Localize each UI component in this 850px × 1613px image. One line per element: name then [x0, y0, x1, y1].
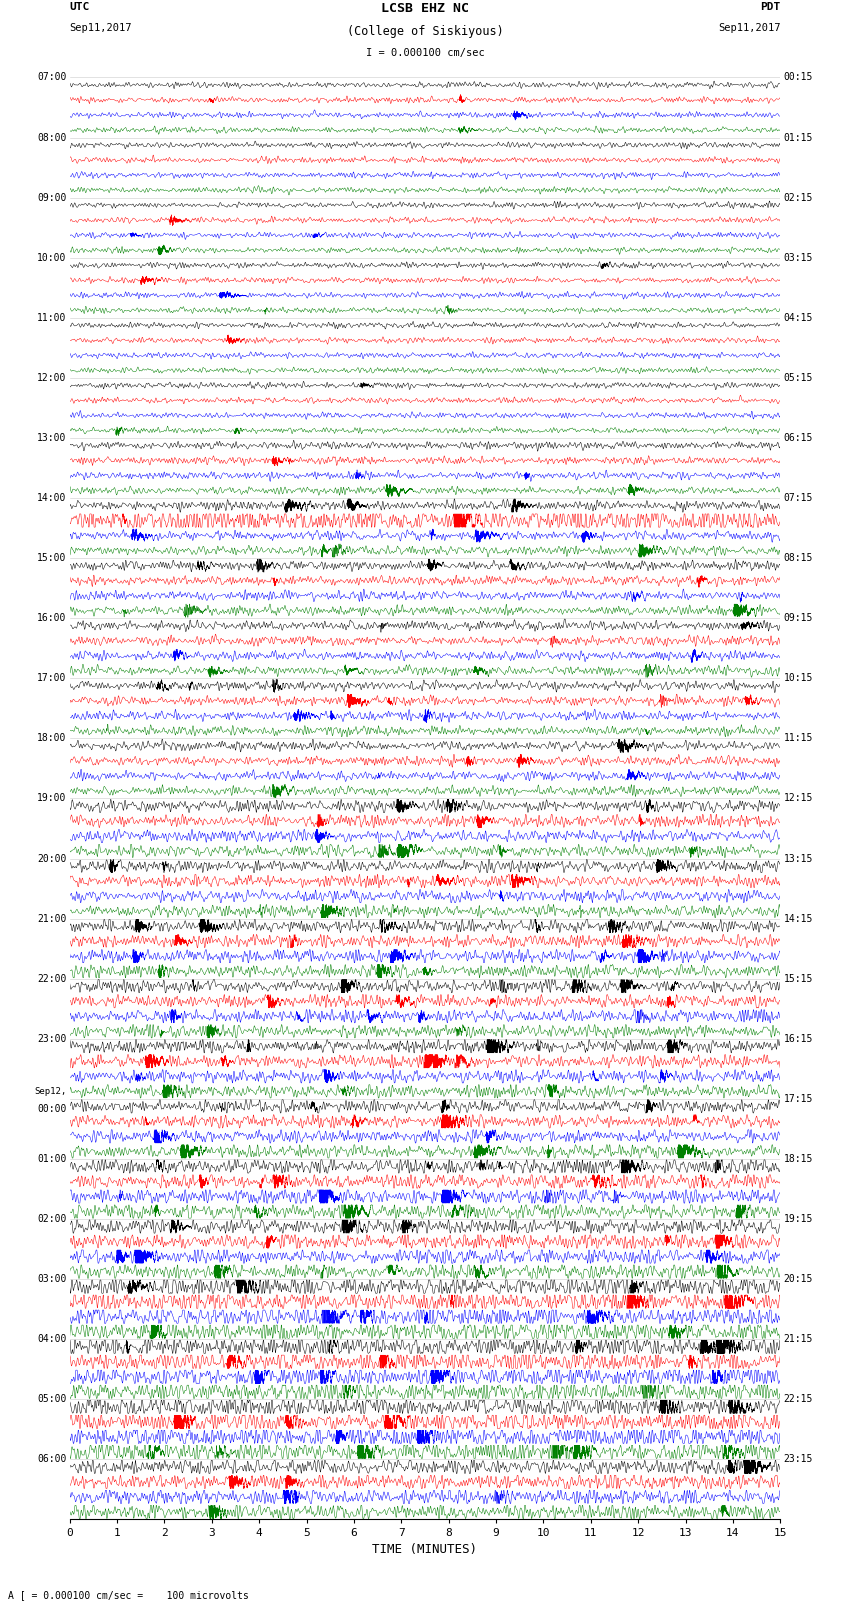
Text: 20:00: 20:00	[37, 853, 66, 863]
Text: I = 0.000100 cm/sec: I = 0.000100 cm/sec	[366, 47, 484, 58]
Text: 18:15: 18:15	[784, 1153, 813, 1165]
Text: 08:00: 08:00	[37, 132, 66, 142]
Text: 12:00: 12:00	[37, 373, 66, 382]
Text: 00:15: 00:15	[784, 73, 813, 82]
Text: 15:15: 15:15	[784, 974, 813, 984]
Text: 19:00: 19:00	[37, 794, 66, 803]
Text: 03:15: 03:15	[784, 253, 813, 263]
Text: 07:15: 07:15	[784, 494, 813, 503]
Text: Sep11,2017: Sep11,2017	[717, 24, 780, 34]
Text: 21:15: 21:15	[784, 1334, 813, 1344]
Text: 15:00: 15:00	[37, 553, 66, 563]
Text: LCSB EHZ NC: LCSB EHZ NC	[381, 3, 469, 16]
Text: 12:15: 12:15	[784, 794, 813, 803]
Text: 13:00: 13:00	[37, 432, 66, 444]
Text: 19:15: 19:15	[784, 1215, 813, 1224]
Text: 23:15: 23:15	[784, 1455, 813, 1465]
Text: 10:00: 10:00	[37, 253, 66, 263]
Text: 05:00: 05:00	[37, 1394, 66, 1405]
Text: 07:00: 07:00	[37, 73, 66, 82]
Text: 08:15: 08:15	[784, 553, 813, 563]
Text: (College of Siskiyous): (College of Siskiyous)	[347, 24, 503, 39]
Text: A [ = 0.000100 cm/sec =    100 microvolts: A [ = 0.000100 cm/sec = 100 microvolts	[8, 1590, 249, 1600]
Text: 17:00: 17:00	[37, 673, 66, 684]
Text: 01:00: 01:00	[37, 1153, 66, 1165]
Text: 00:00: 00:00	[37, 1103, 66, 1113]
Text: PDT: PDT	[760, 3, 780, 13]
Text: UTC: UTC	[70, 3, 90, 13]
Text: 23:00: 23:00	[37, 1034, 66, 1044]
Text: 11:15: 11:15	[784, 734, 813, 744]
Text: Sep11,2017: Sep11,2017	[70, 24, 133, 34]
Text: 17:15: 17:15	[784, 1094, 813, 1103]
Text: 16:00: 16:00	[37, 613, 66, 623]
Text: 09:15: 09:15	[784, 613, 813, 623]
Text: 14:15: 14:15	[784, 913, 813, 924]
Text: 04:00: 04:00	[37, 1334, 66, 1344]
Text: 06:00: 06:00	[37, 1455, 66, 1465]
Text: Sep12,: Sep12,	[34, 1087, 66, 1095]
Text: 16:15: 16:15	[784, 1034, 813, 1044]
Text: 20:15: 20:15	[784, 1274, 813, 1284]
Text: 14:00: 14:00	[37, 494, 66, 503]
Text: 01:15: 01:15	[784, 132, 813, 142]
Text: 03:00: 03:00	[37, 1274, 66, 1284]
Text: 06:15: 06:15	[784, 432, 813, 444]
Text: 02:00: 02:00	[37, 1215, 66, 1224]
X-axis label: TIME (MINUTES): TIME (MINUTES)	[372, 1542, 478, 1555]
Text: 18:00: 18:00	[37, 734, 66, 744]
Text: 02:15: 02:15	[784, 192, 813, 203]
Text: 04:15: 04:15	[784, 313, 813, 323]
Text: 13:15: 13:15	[784, 853, 813, 863]
Text: 09:00: 09:00	[37, 192, 66, 203]
Text: 11:00: 11:00	[37, 313, 66, 323]
Text: 22:00: 22:00	[37, 974, 66, 984]
Text: 05:15: 05:15	[784, 373, 813, 382]
Text: 10:15: 10:15	[784, 673, 813, 684]
Text: 22:15: 22:15	[784, 1394, 813, 1405]
Text: 21:00: 21:00	[37, 913, 66, 924]
